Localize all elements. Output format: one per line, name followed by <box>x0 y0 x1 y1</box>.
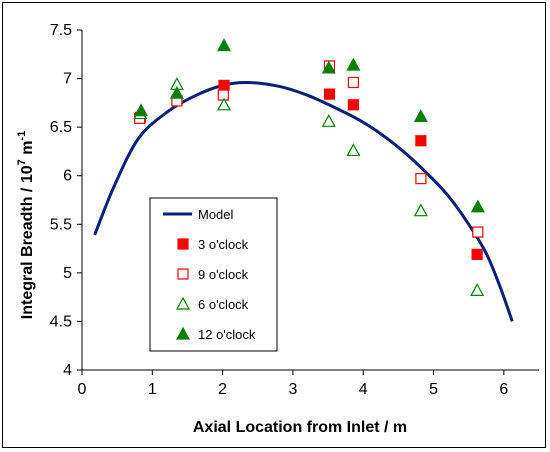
data-point <box>470 283 485 296</box>
legend-label: Model <box>198 207 234 222</box>
x-axis-ticks: 0 1 2 3 4 5 6 <box>78 370 508 398</box>
legend-symbol <box>177 268 189 280</box>
y-tick-label: 5.5 <box>50 216 72 233</box>
y-tick-label: 7.5 <box>50 22 72 39</box>
x-tick-label: 3 <box>288 381 297 398</box>
legend-symbol <box>175 296 191 310</box>
legend-label: 9 o'clock <box>198 267 249 282</box>
y-axis-title-unit: m <box>19 141 36 160</box>
y-tick-label: 5 <box>63 265 72 282</box>
data-point <box>346 143 361 157</box>
y-tick-label: 7 <box>63 71 72 88</box>
series-0 <box>93 80 514 322</box>
y-tick-label: 4 <box>63 362 72 379</box>
data-point <box>347 76 359 89</box>
data-point <box>346 57 361 71</box>
x-tick-label: 0 <box>78 381 87 398</box>
y-tick-label: 4.5 <box>50 313 72 330</box>
data-point <box>134 103 149 117</box>
legend-label: 12 o'clock <box>198 327 256 342</box>
data-point <box>321 114 336 127</box>
legend-label: 6 o'clock <box>198 297 249 312</box>
data-point <box>323 88 336 100</box>
data-point <box>217 97 232 111</box>
legend-items: Model 3 o'clock 9 o'clock 6 o'clock 12 o'clo… <box>163 207 256 342</box>
y-tick-label: 6 <box>63 168 72 185</box>
data-point <box>472 226 484 238</box>
legend: Model 3 o'clock 9 o'clock 6 o'clock 12 o'clo… <box>149 197 278 352</box>
data-point <box>347 99 359 111</box>
y-axis-ticks: 4 4.5 5 5.5 6 6.5 7 7.5 <box>50 22 82 379</box>
data-point <box>413 109 428 123</box>
x-axis-title: Axial Location from Inlet / m <box>193 419 407 436</box>
y-axis-title: Integral Breadth / 107 m-1 <box>16 131 36 319</box>
data-point <box>415 135 427 147</box>
x-tick-label: 6 <box>499 381 508 398</box>
series-layer <box>93 38 514 322</box>
data-point <box>169 85 184 99</box>
data-point <box>217 89 229 101</box>
y-axis-title-main: Integral Breadth / 10 <box>19 165 36 319</box>
legend-symbol <box>175 326 191 340</box>
data-point <box>217 38 232 52</box>
y-axis-title-exp: 7 <box>16 159 28 165</box>
x-tick-label: 4 <box>359 381 368 398</box>
legend-box <box>149 197 278 352</box>
x-tick-label: 5 <box>429 381 438 398</box>
legend-label: 3 o'clock <box>198 237 249 252</box>
x-tick-label: 2 <box>218 381 227 398</box>
data-point <box>415 173 427 185</box>
data-point <box>470 199 485 213</box>
series-4 <box>134 38 485 213</box>
data-point <box>321 60 336 74</box>
data-point <box>471 248 483 260</box>
y-axis-title-unit-exp: -1 <box>16 131 28 141</box>
data-point <box>413 203 428 217</box>
x-tick-label: 1 <box>148 381 157 398</box>
legend-symbol <box>177 238 189 250</box>
model-curve <box>93 80 514 322</box>
data-point <box>218 79 230 91</box>
y-tick-label: 6.5 <box>50 119 72 136</box>
axes <box>81 30 539 371</box>
